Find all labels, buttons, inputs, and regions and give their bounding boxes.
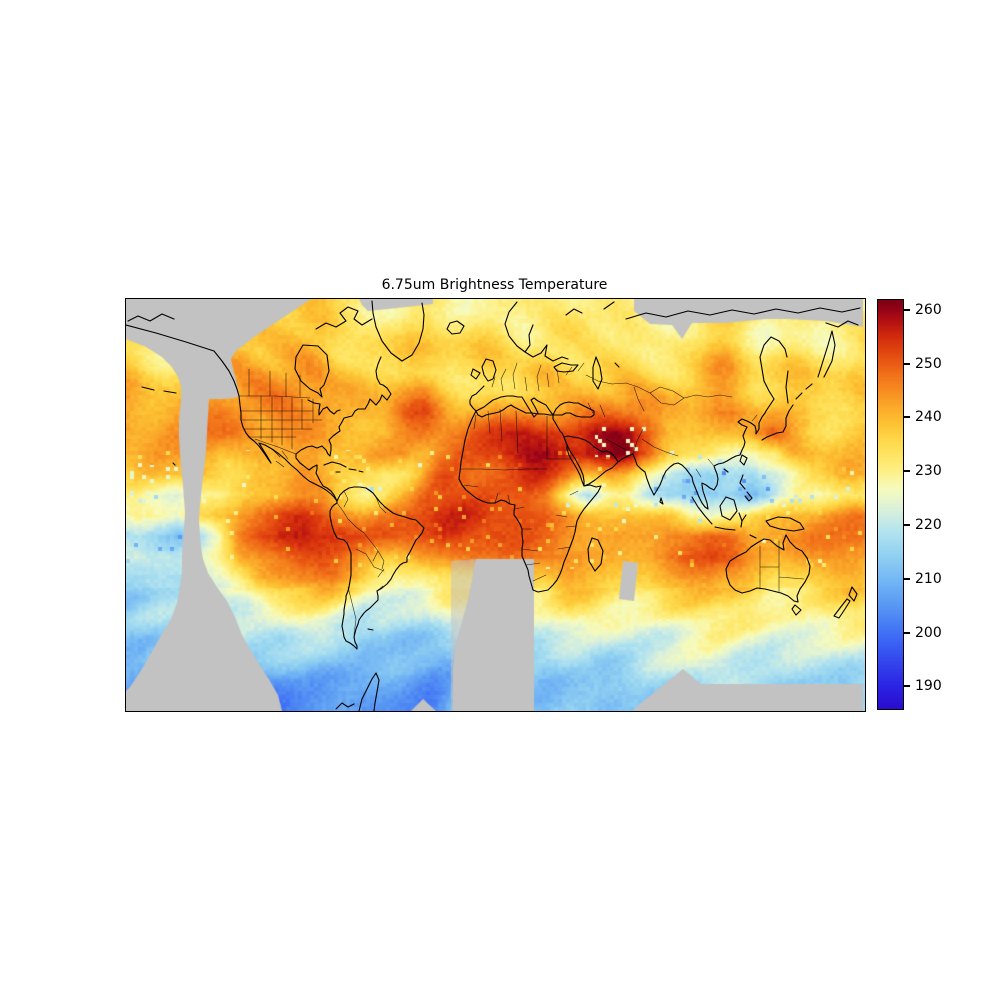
- colorbar-tick-mark: [904, 524, 910, 527]
- colorbar-tick-mark: [904, 577, 910, 580]
- colorbar-tick-label: 260: [915, 301, 942, 318]
- colorbar-tick-label: 220: [915, 517, 942, 534]
- colorbar-tick-mark: [904, 470, 910, 473]
- colorbar-tick-mark: [904, 362, 910, 365]
- colorbar-tick-label: 230: [915, 463, 942, 480]
- colorbar-tick-label: 190: [915, 678, 942, 695]
- colorbar-tick-label: 200: [915, 624, 942, 641]
- colorbar-tick-label: 240: [915, 409, 942, 426]
- map-heatmap: [126, 299, 865, 711]
- map-frame: [125, 298, 866, 712]
- colorbar-gradient: [877, 299, 904, 710]
- colorbar-tick-mark: [904, 308, 910, 311]
- colorbar-tick-mark: [904, 416, 910, 419]
- colorbar: 260 250 240 230 220 210 200 190: [877, 299, 997, 710]
- chart-title: 6.75um Brightness Temperature: [381, 277, 608, 293]
- colorbar-tick-label: 250: [915, 355, 942, 372]
- colorbar-tick-mark: [904, 685, 910, 688]
- colorbar-tick-label: 210: [915, 570, 942, 587]
- colorbar-tick-mark: [904, 631, 910, 634]
